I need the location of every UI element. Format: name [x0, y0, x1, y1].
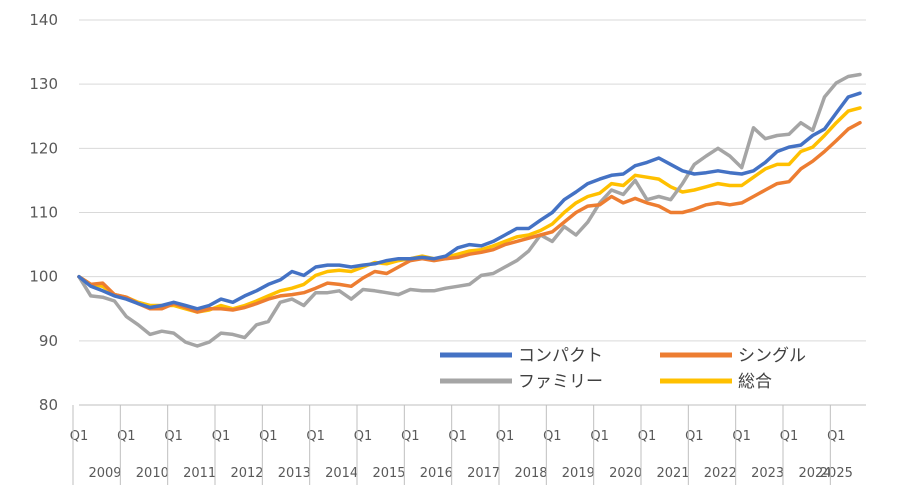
legend-label: ファミリー: [518, 372, 603, 392]
series-line: [77, 91, 862, 311]
y-tick-label: 110: [29, 204, 58, 222]
x-tick-label: Q1: [164, 429, 183, 444]
y-tick-label: 100: [29, 268, 58, 286]
x-year-label: 2017: [467, 466, 500, 481]
series-group: [77, 72, 862, 348]
y-tick-label: 140: [29, 11, 58, 29]
x-tick-label: Q1: [685, 429, 704, 444]
series-line: [77, 120, 862, 314]
y-tick-label: 120: [29, 139, 58, 157]
x-tick-label: Q1: [732, 429, 751, 444]
grid: [79, 19, 866, 342]
x-year-label: 2024: [798, 466, 831, 481]
x-year-label: 2023: [751, 466, 784, 481]
x-tick-label: Q1: [448, 429, 467, 444]
x-tick-label: Q1: [827, 429, 846, 444]
x-year-label: 2025: [820, 466, 853, 481]
x-year-label: 2018: [514, 466, 547, 481]
x-year-label: 2021: [656, 466, 689, 481]
series-line: [77, 72, 862, 348]
x-tick-label: Q1: [543, 429, 562, 444]
legend-label: コンパクト: [518, 346, 603, 366]
legend-label: シングル: [738, 346, 806, 366]
x-year-label: 2022: [704, 466, 737, 481]
x-tick-label: Q1: [212, 429, 231, 444]
x-tick-label: Q1: [401, 429, 420, 444]
y-tick-label: 80: [39, 396, 58, 414]
x-tick-label: Q1: [117, 429, 136, 444]
x-tick-label: Q1: [259, 429, 278, 444]
x-tick-label: Q1: [496, 429, 515, 444]
x-year-label: 2009: [88, 466, 121, 481]
y-tick-label: 90: [39, 332, 58, 350]
x-tick-label: Q1: [70, 429, 89, 444]
x-year-label: 2015: [372, 466, 405, 481]
y-axis: 80 90 100 110 120 130 140: [29, 11, 58, 414]
legend-label: 総合: [738, 372, 772, 392]
x-tick-label: Q1: [780, 429, 799, 444]
x-year-label: 2020: [609, 466, 642, 481]
x-year-label: 2013: [278, 466, 311, 481]
x-year-label: 2016: [420, 466, 453, 481]
x-tick-label: Q1: [590, 429, 609, 444]
x-year-label: 2011: [183, 466, 216, 481]
series-line: [77, 106, 862, 314]
x-year-label: 2019: [562, 466, 595, 481]
x-year-label: 2012: [230, 466, 263, 481]
y-tick-label: 130: [29, 75, 58, 93]
x-tick-label: Q1: [638, 429, 657, 444]
x-tick-label: Q1: [354, 429, 373, 444]
x-axis: Q1 2009 Q1 2010 Q1 2011 Q1 2012 Q1 2013 Q1 2014 Q1 20…: [70, 404, 866, 485]
x-year-label: 2010: [136, 466, 169, 481]
x-year-label: 2014: [325, 466, 358, 481]
x-tick-label: Q1: [306, 429, 325, 444]
